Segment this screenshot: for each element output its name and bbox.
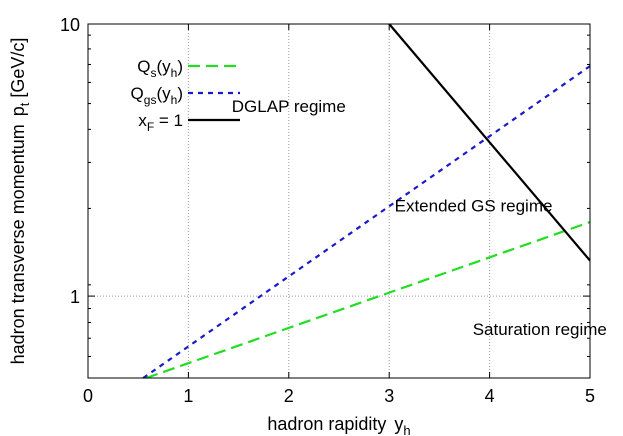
annotation-2: Saturation regime (473, 320, 607, 339)
annotation-0: DGLAP regime (232, 97, 346, 116)
y-axis-label-symbol: p (8, 106, 28, 116)
x-tick-label: 1 (183, 386, 193, 406)
x-tick-label: 2 (284, 386, 294, 406)
x-tick-label: 5 (585, 386, 595, 406)
x-tick-label: 3 (384, 386, 394, 406)
series-line-2 (388, 23, 591, 262)
grid-layer (88, 24, 590, 378)
tick-layer: 0 1 2 3 4 5 1 10 (60, 15, 595, 406)
x-axis-label: hadron rapidity yh (267, 414, 410, 436)
plot-frame (87, 23, 591, 379)
y-axis-label: hadron transverse momentum pt [GeV/c] (8, 38, 32, 365)
legend-label-1: Qgs(yh) (131, 84, 183, 107)
annotation-1: Extended GS regime (395, 196, 553, 215)
x-tick-label: 0 (83, 386, 93, 406)
legend-label-2: xF = 1 (138, 111, 183, 134)
x-axis-label-text: hadron rapidity (267, 414, 386, 434)
y-tick-label: 10 (60, 15, 80, 35)
y-tick-label: 1 (70, 287, 80, 307)
x-axis-label-symbol: y (394, 414, 403, 434)
legend-label-0: Qs(yh) (137, 57, 183, 80)
series-layer (142, 23, 591, 380)
series-line-1 (142, 65, 591, 379)
y-axis-label-unit: [GeV/c] (8, 38, 28, 98)
y-axis-label-subscript: t (17, 102, 32, 106)
y-axis-label-text: hadron transverse momentum (8, 124, 28, 364)
x-axis-label-subscript: h (403, 423, 410, 436)
series-line-0 (145, 221, 591, 380)
annotation-layer: DGLAP regime Extended GS regime Saturation… (232, 97, 607, 339)
x-tick-label: 4 (485, 386, 495, 406)
legend: Qs(yh) Qgs(yh) xF = 1 (131, 57, 240, 134)
